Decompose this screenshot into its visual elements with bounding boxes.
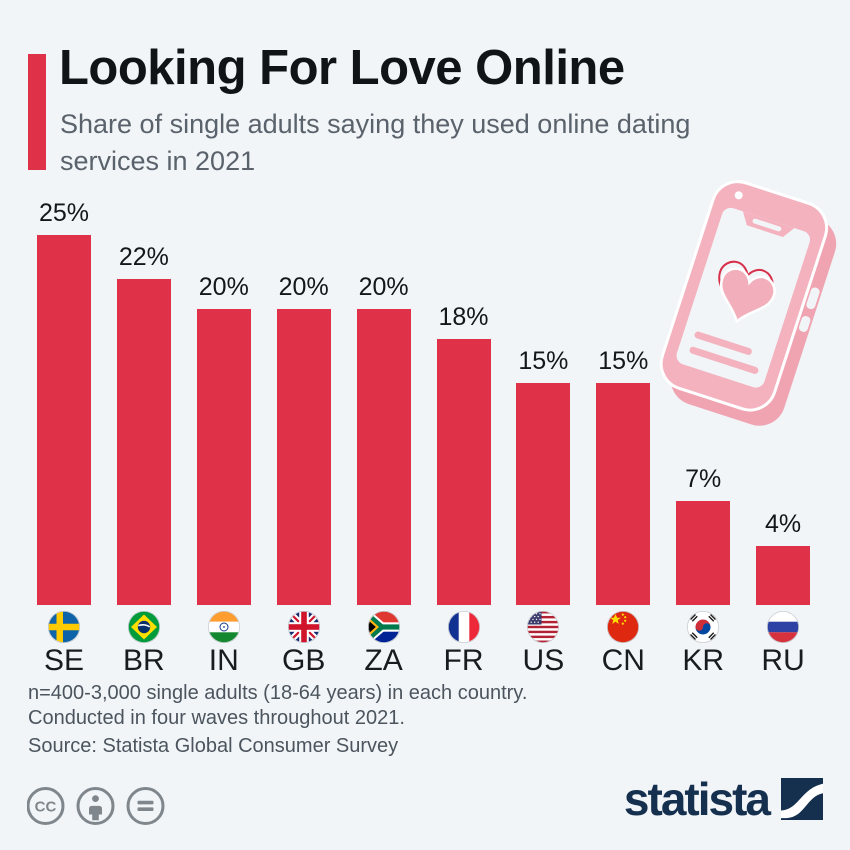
flag-se-icon	[48, 611, 80, 643]
country-code-label: GB	[282, 644, 326, 677]
bar-value-label: 15%	[518, 347, 569, 375]
bar	[756, 545, 811, 605]
bar-value-label: 15%	[598, 347, 649, 375]
bar-column-ru: 4% RU	[743, 0, 823, 850]
footnote-waves: Conducted in four waves throughout 2021.	[28, 707, 405, 729]
flag-gb-icon	[288, 611, 320, 643]
source-line: Source: Statista Global Consumer Survey	[28, 735, 399, 757]
bar-column-gb: 20% GB	[264, 0, 344, 850]
statista-logo[interactable]: statista	[624, 772, 823, 826]
cc-glyph-label: CC	[35, 799, 57, 816]
creative-commons-icon[interactable]	[27, 787, 65, 825]
country-code-label: IN	[208, 644, 239, 677]
bar	[196, 309, 251, 605]
bar-value-label: 20%	[278, 273, 329, 301]
bar	[116, 279, 171, 605]
bar-column-br: 22% BR	[104, 0, 184, 850]
flag-ru-icon	[767, 611, 799, 643]
bar-value-label: 4%	[765, 509, 802, 538]
dating-app-phone-illustration	[659, 180, 837, 426]
bar-value-label: 7%	[685, 465, 722, 494]
country-code-label: KR	[682, 644, 725, 677]
flag-cn-icon	[607, 611, 639, 643]
bar-value-label: 25%	[38, 199, 90, 227]
flag-in-icon	[208, 611, 240, 643]
heart-icon	[719, 267, 776, 324]
bar	[436, 338, 491, 605]
bar-value-label: 18%	[438, 302, 489, 331]
flag-kr-icon	[687, 611, 719, 643]
bar	[37, 235, 91, 605]
country-code-label: ZA	[364, 644, 403, 677]
country-code-label: BR	[123, 644, 165, 677]
statista-logo-mark	[781, 778, 823, 820]
phone-side-button	[798, 316, 811, 332]
bar-column-us: 15% US	[503, 0, 583, 850]
page-subtitle: Share of single adults saying they used …	[60, 109, 691, 176]
bar	[356, 309, 411, 605]
bar-column-cn: 15% CN	[583, 0, 663, 850]
phone-side-button	[806, 287, 820, 310]
country-code-label: CN	[601, 644, 645, 677]
bar-column-se: 25% SE	[24, 0, 104, 850]
phone-text-line	[694, 331, 752, 355]
bar	[276, 309, 331, 605]
bar-column-in: 20% IN	[184, 0, 264, 850]
bar-column-kr: 7% KR	[663, 0, 743, 850]
bar-value-label: 20%	[198, 273, 249, 301]
phone-speaker-slot	[752, 218, 782, 232]
flag-br-icon	[128, 611, 160, 643]
page-title: Looking For Love Online	[59, 41, 625, 95]
bar-column-fr: 18% FR	[424, 0, 504, 850]
statista-wordmark: statista	[623, 773, 771, 825]
bar	[676, 501, 731, 605]
country-code-label: RU	[761, 644, 805, 677]
equals-glyph	[137, 800, 154, 811]
country-code-label: SE	[43, 644, 85, 677]
attribution-icon[interactable]	[76, 787, 115, 825]
bar	[596, 383, 651, 605]
flag-fr-icon	[448, 611, 480, 643]
attribution-person-glyph	[89, 795, 102, 821]
no-derivatives-icon[interactable]	[126, 787, 165, 825]
bar-value-label: 22%	[118, 243, 169, 272]
bar-value-label: 20%	[358, 273, 409, 301]
country-code-label: FR	[443, 644, 484, 677]
flag-us-icon	[527, 611, 559, 643]
license-badges[interactable]: CC	[27, 786, 167, 826]
country-code-label: US	[522, 644, 565, 677]
phone-text-line	[689, 346, 759, 374]
bar-column-za: 20% ZA	[344, 0, 424, 850]
phone-camera-dot	[734, 191, 743, 200]
flag-za-icon	[368, 611, 400, 643]
footnote-sample: n=400-3,000 single adults (18-64 years) …	[28, 682, 528, 704]
title-accent-bar	[28, 54, 46, 170]
bar	[516, 383, 571, 605]
